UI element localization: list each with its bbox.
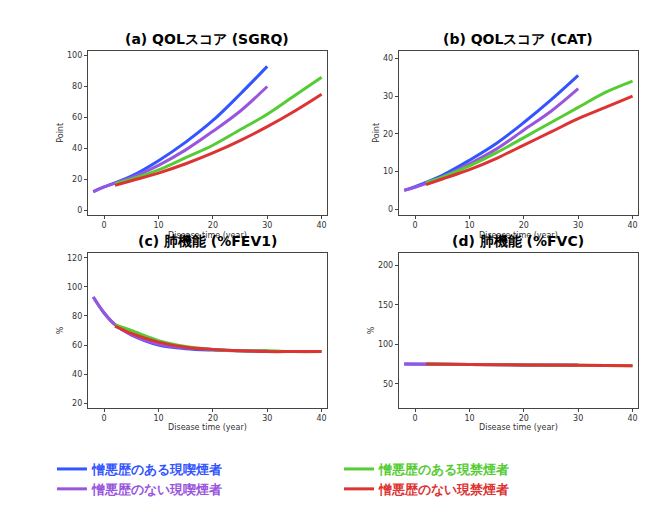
svg-text:(d) 肺機能 (%FVC): (d) 肺機能 (%FVC) [452, 233, 584, 249]
svg-text:100: 100 [67, 51, 82, 60]
svg-text:80: 80 [72, 312, 82, 321]
svg-text:0: 0 [413, 221, 418, 230]
svg-text:40: 40 [627, 221, 637, 230]
svg-text:Point: Point [372, 123, 381, 143]
svg-text:100: 100 [67, 283, 82, 292]
svg-text:0: 0 [413, 414, 418, 423]
svg-text:%: % [367, 326, 376, 334]
svg-text:Disease time (year): Disease time (year) [479, 423, 558, 432]
svg-text:100: 100 [378, 340, 393, 349]
svg-text:Disease time (year): Disease time (year) [479, 231, 558, 240]
svg-text:10: 10 [464, 414, 474, 423]
svg-text:0: 0 [77, 206, 82, 215]
svg-text:20: 20 [519, 221, 529, 230]
svg-text:20: 20 [208, 414, 218, 423]
svg-text:150: 150 [378, 301, 393, 310]
svg-text:20: 20 [383, 130, 393, 139]
svg-text:Point: Point [56, 123, 65, 143]
svg-text:30: 30 [573, 221, 583, 230]
svg-text:40: 40 [627, 414, 637, 423]
svg-text:(a) QOLスコア (SGRQ): (a) QOLスコア (SGRQ) [125, 31, 289, 47]
svg-text:30: 30 [262, 414, 272, 423]
svg-text:20: 20 [72, 399, 82, 408]
svg-text:20: 20 [208, 221, 218, 230]
svg-text:30: 30 [573, 414, 583, 423]
svg-text:0: 0 [102, 414, 107, 423]
svg-text:憎悪歴のない現禁煙者: 憎悪歴のない現禁煙者 [378, 482, 509, 497]
svg-text:Disease time (year): Disease time (year) [168, 423, 247, 432]
svg-text:(b) QOLスコア (CAT): (b) QOLスコア (CAT) [443, 31, 593, 47]
svg-text:(c) 肺機能 (%FEV1): (c) 肺機能 (%FEV1) [138, 233, 277, 249]
svg-text:30: 30 [262, 221, 272, 230]
svg-text:30: 30 [383, 92, 393, 101]
svg-text:0: 0 [102, 221, 107, 230]
svg-text:40: 40 [317, 414, 327, 423]
svg-text:0: 0 [388, 205, 393, 214]
svg-text:60: 60 [72, 113, 82, 122]
svg-text:50: 50 [383, 380, 393, 389]
svg-text:120: 120 [67, 254, 82, 263]
svg-text:200: 200 [378, 261, 393, 270]
svg-text:40: 40 [317, 221, 327, 230]
svg-text:80: 80 [72, 82, 82, 91]
svg-text:60: 60 [72, 341, 82, 350]
svg-text:20: 20 [519, 414, 529, 423]
svg-text:40: 40 [383, 54, 393, 63]
svg-text:憎悪歴のある現禁煙者: 憎悪歴のある現禁煙者 [378, 462, 509, 477]
svg-text:40: 40 [72, 370, 82, 379]
svg-text:憎悪歴のない現喫煙者: 憎悪歴のない現喫煙者 [91, 482, 222, 497]
svg-text:憎悪歴のある現喫煙者: 憎悪歴のある現喫煙者 [91, 462, 222, 477]
svg-text:10: 10 [383, 167, 393, 176]
svg-text:10: 10 [153, 414, 163, 423]
svg-text:40: 40 [72, 144, 82, 153]
svg-text:10: 10 [464, 221, 474, 230]
svg-text:10: 10 [153, 221, 163, 230]
svg-text:%: % [56, 326, 65, 334]
svg-text:20: 20 [72, 175, 82, 184]
svg-text:Disease time (year): Disease time (year) [168, 231, 247, 240]
